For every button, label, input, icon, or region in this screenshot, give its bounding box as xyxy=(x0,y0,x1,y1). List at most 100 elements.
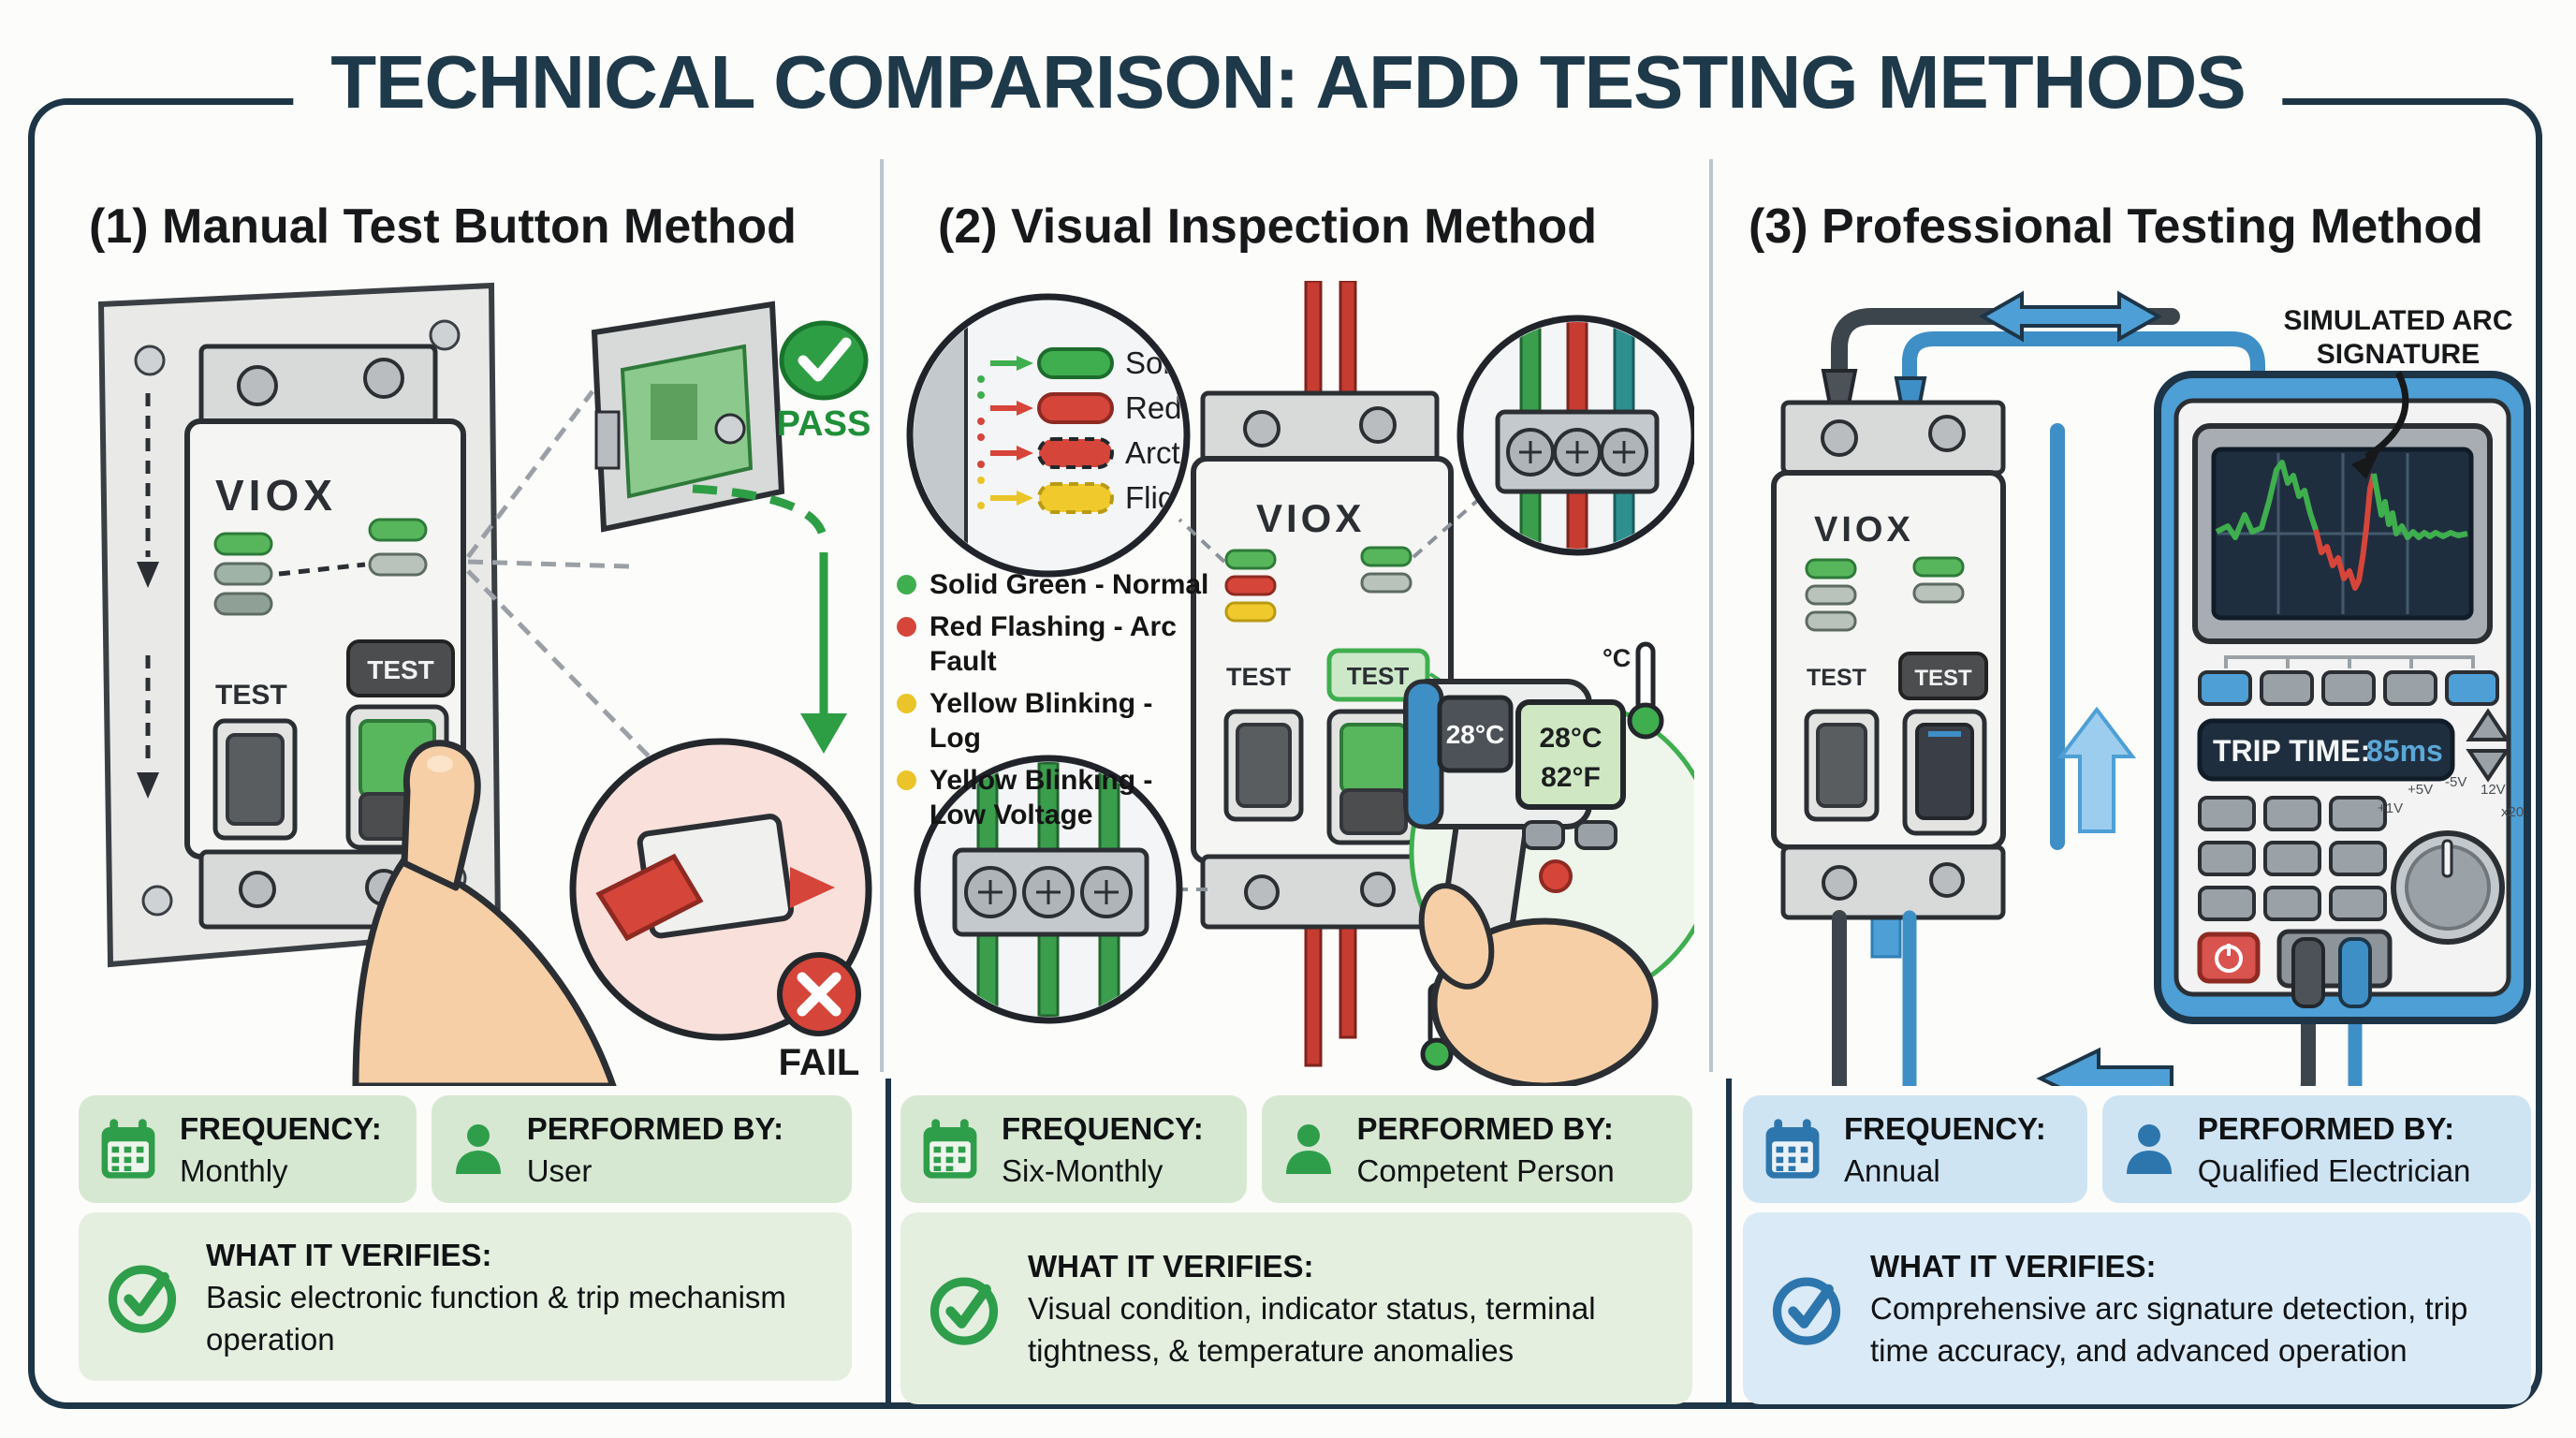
dial-label-0: +1V xyxy=(2378,800,2403,816)
verifies-label: WHAT IT VERIFIES: xyxy=(1870,1249,2157,1284)
performed-label: PERFORMED BY: xyxy=(2197,1110,2455,1146)
status-dot-green xyxy=(897,575,916,594)
person-icon xyxy=(2119,1120,2179,1180)
pass-label: PASS xyxy=(777,404,871,444)
test-leads-top xyxy=(1831,308,2265,850)
frequency-box: FREQUENCY: Annual xyxy=(1743,1095,2087,1203)
check-icon xyxy=(798,337,852,382)
calendar-icon xyxy=(1760,1117,1825,1182)
dial-label-1: +5V xyxy=(2408,782,2433,798)
check-circle-icon xyxy=(103,1257,182,1336)
panel2-illustration: VIOX TEST TEST xyxy=(906,281,1694,1086)
performed-value: User xyxy=(526,1152,593,1188)
probe-plug-dark xyxy=(1821,369,1858,406)
brand-label: VIOX xyxy=(215,471,337,520)
holding-hand xyxy=(1418,883,1659,1086)
panel1-heading: (1) Manual Test Button Method xyxy=(89,199,797,254)
fail-label: FAIL xyxy=(779,1042,860,1083)
power-button xyxy=(2197,932,2261,984)
frequency-label: FREQUENCY: xyxy=(180,1110,382,1146)
panel3-heading: (3) Professional Testing Method xyxy=(1749,199,2483,254)
tripped-lever xyxy=(595,853,704,942)
verifies-label: WHAT IT VERIFIES: xyxy=(1028,1249,1314,1284)
arrowhead xyxy=(2351,451,2379,479)
legend-pill-0 xyxy=(1037,347,1114,379)
pass-badge: PASS xyxy=(777,320,871,444)
dial-label-2: -5V xyxy=(2445,774,2466,790)
panel2-verifies-box: WHAT IT VERIFIES: Visual condition, indi… xyxy=(900,1212,1692,1404)
lcd-fahrenheit: 82°F xyxy=(1541,762,1601,793)
lcd-display xyxy=(1515,699,1626,810)
verifies-text: Comprehensive arc signature detection, t… xyxy=(1870,1291,2468,1368)
arc-label-line2: SIGNATURE xyxy=(2317,339,2480,370)
panel3-verifies-box: WHAT IT VERIFIES: Comprehensive arc sign… xyxy=(1743,1212,2531,1404)
waveform-green xyxy=(2215,460,2319,540)
left-arrow-icon xyxy=(2036,1047,2174,1086)
legend-pill-3 xyxy=(1037,482,1114,514)
test-button xyxy=(1326,648,1430,702)
led-indicators xyxy=(213,518,428,616)
thermometer-icon-top: °C xyxy=(1603,641,1664,740)
trip-time-display: TRIP TIME: 85ms xyxy=(2197,708,2510,783)
frequency-box: FREQUENCY: Six-Monthly xyxy=(900,1095,1247,1203)
test-button xyxy=(1898,652,1988,700)
divider-1 xyxy=(880,159,884,1072)
arc-signature-callout: SIMULATED ARC SIGNATURE xyxy=(2284,305,2512,479)
legend-label-3: Fligh xyxy=(1125,480,1193,515)
up-triangle-button xyxy=(2466,708,2510,741)
status-dot-red xyxy=(897,617,916,637)
verifies-text: Basic electronic function & trip mechani… xyxy=(206,1279,786,1357)
performed-value: Competent Person xyxy=(1356,1152,1615,1188)
divider-1-bottom xyxy=(886,1078,891,1406)
dial-label-4: x20 xyxy=(2501,804,2524,820)
frequency-label: FREQUENCY: xyxy=(1844,1110,2046,1146)
status-item: Yellow Blinking - Low Voltage xyxy=(897,763,1220,832)
soft-buttons xyxy=(2198,655,2499,706)
callout-lines xyxy=(466,389,657,765)
legend-pill-1 xyxy=(1037,392,1114,424)
divider-2-bottom xyxy=(1726,1078,1732,1406)
terminal-magnifier-bottom xyxy=(914,755,1183,1024)
panel2-heading: (2) Visual Inspection Method xyxy=(938,199,1598,254)
rotary-dial: +1V +5V -5V 12V x20 xyxy=(2378,774,2524,945)
pass-to-fail-arrow xyxy=(692,484,847,754)
afdd-tester: TRIP TIME: 85ms +1V +5V -5V 12V x20 xyxy=(2154,371,2531,1024)
status-dot-yellow xyxy=(897,770,916,790)
panel1-illustration: VIOX TEST TEST xyxy=(97,282,872,1086)
down-triangle-button xyxy=(2466,749,2510,783)
up-arrow-icon-light xyxy=(2056,706,2137,833)
led-legend-magnifier: Solid Red Arct Fligh xyxy=(906,293,1193,578)
afdd-breaker: VIOX TEST TEST xyxy=(184,344,466,930)
test-text: TEST xyxy=(1226,663,1292,691)
dial-pointer xyxy=(2441,839,2453,878)
status-item: Yellow Blinking - Log xyxy=(897,686,1220,756)
performed-value: Qualified Electrician xyxy=(2197,1152,2471,1188)
plug-blue xyxy=(2338,937,2372,1008)
trip-time-value: 85ms xyxy=(2366,734,2443,768)
test-button-label: TEST xyxy=(1347,662,1410,690)
performed-label: PERFORMED BY: xyxy=(1356,1110,1614,1146)
keypad xyxy=(2198,796,2387,921)
red-arrow-icon xyxy=(790,867,835,908)
led-indicators xyxy=(1224,546,1412,623)
panel3-info-row: FREQUENCY: Annual PERFORMED BY: Qualifie… xyxy=(1743,1095,2531,1203)
performed-label: PERFORMED BY: xyxy=(526,1110,784,1146)
fail-detail: FAIL xyxy=(569,738,872,1083)
person-icon xyxy=(1279,1120,1339,1180)
page-title: TECHNICAL COMPARISON: AFDD TESTING METHO… xyxy=(293,39,2283,125)
performed-by-box: PERFORMED BY: Competent Person xyxy=(1261,1095,1692,1203)
test-button-label: TEST xyxy=(367,655,434,684)
test-text: TEST xyxy=(1807,665,1866,691)
check-circle-icon xyxy=(1767,1269,1846,1348)
frequency-label: FREQUENCY: xyxy=(1002,1110,1204,1146)
check-circle-icon xyxy=(925,1269,1003,1348)
trip-time-label: TRIP TIME: xyxy=(2213,734,2370,768)
status-dot-yellow xyxy=(897,694,916,713)
toggle-switch-left xyxy=(1804,709,1880,822)
dial-label-3: 12V xyxy=(2481,782,2506,798)
panel2-info-row: FREQUENCY: Six-Monthly PERFORMED BY: Com… xyxy=(900,1095,1692,1203)
calendar-icon xyxy=(95,1117,161,1182)
led-indicators xyxy=(1805,556,1965,632)
performed-by-box: PERFORMED BY: Qualified Electrician xyxy=(2101,1095,2531,1203)
